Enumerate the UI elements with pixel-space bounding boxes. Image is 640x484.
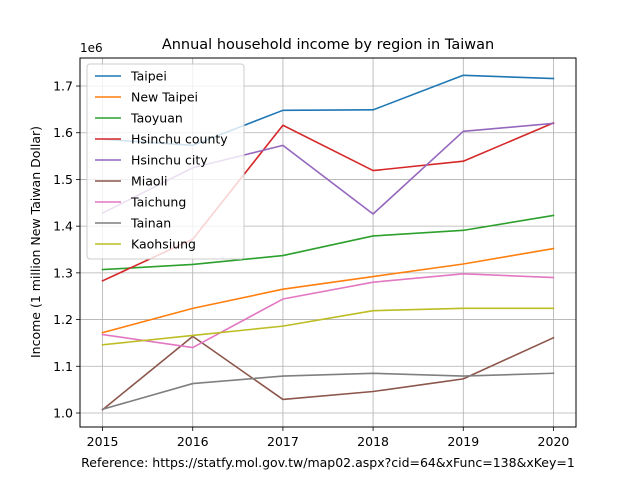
x-tick-label: 2016 [177,434,209,449]
legend-label: Tainan [130,216,171,231]
y-tick-label: 1.6 [53,125,73,140]
series-line-tainan [101,372,555,411]
chart-title: Annual household income by region in Tai… [162,37,494,53]
x-tick-label: 2019 [447,434,479,449]
y-tick-label: 1.7 [53,79,73,94]
y-tick-label: 1.0 [53,405,73,420]
y-tick-label: 1.2 [53,312,73,327]
x-tick-label: 2018 [357,434,389,449]
x-tick-label: 2020 [538,434,570,449]
x-axis: 2015 2016 2017 2018 2019 2020 [87,427,570,449]
legend: Taipei New Taipei Taoyuan Hsinchu county Hsi… [86,63,245,260]
legend-label: Taipei [130,69,167,84]
series-line-taichung [101,272,555,349]
x-tick-label: 2015 [87,434,119,449]
y-axis: 1.0 1.1 1.2 1.3 1.4 1.5 1.6 1.7 [53,79,80,420]
y-tick-label: 1.4 [53,219,73,234]
series-line-kaohsiung [101,307,555,346]
series-line-taoyuan [101,214,555,271]
legend-label: Hsinchu city [131,153,208,168]
plot-frame [79,57,577,428]
series-line-new-taipei [101,247,555,334]
y-tick-label: 1.1 [53,359,73,374]
series-line-miaoli [101,335,555,411]
legend-box [86,63,245,260]
legend-label: Taoyuan [130,111,183,126]
y-tick-label: 1.5 [53,172,73,187]
y-axis-offset-text: 1e6 [80,41,103,55]
legend-label: Hsinchu county [131,132,228,147]
legend-label: New Taipei [131,90,198,105]
legend-label: Taichung [130,195,186,210]
y-axis-label: Income (1 million New Taiwan Dollar) [28,126,43,358]
legend-label: Miaoli [131,174,168,189]
y-tick-label: 1.3 [53,265,73,280]
x-tick-label: 2017 [267,434,299,449]
reference-note: Reference: https://statfy.mol.gov.tw/map… [81,455,575,470]
legend-label: Kaohsiung [131,237,196,252]
